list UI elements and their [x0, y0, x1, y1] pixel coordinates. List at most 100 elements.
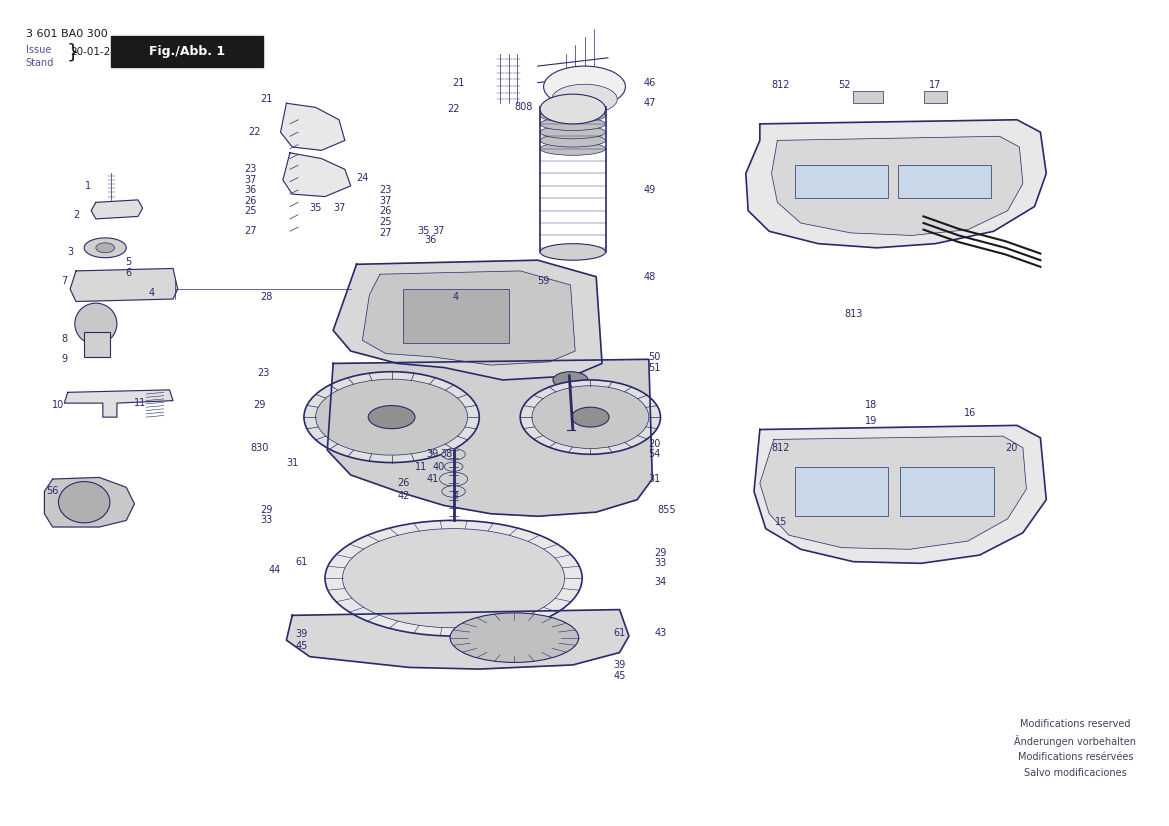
- Polygon shape: [44, 477, 134, 527]
- Text: Salvo modificaciones: Salvo modificaciones: [1024, 768, 1127, 778]
- Text: 10: 10: [53, 400, 64, 410]
- Text: 46: 46: [644, 78, 656, 88]
- Text: 2: 2: [72, 210, 79, 220]
- Text: 36: 36: [424, 235, 436, 244]
- Text: 39: 39: [427, 449, 438, 459]
- Text: 24: 24: [357, 173, 368, 183]
- Text: 4: 4: [452, 491, 459, 501]
- Text: 5: 5: [125, 257, 132, 267]
- Text: 36: 36: [244, 185, 256, 195]
- Polygon shape: [333, 260, 602, 380]
- Ellipse shape: [540, 142, 606, 155]
- Text: 8: 8: [61, 334, 68, 344]
- Polygon shape: [64, 390, 173, 417]
- Ellipse shape: [540, 244, 606, 260]
- Text: 37: 37: [333, 203, 345, 213]
- Text: 61: 61: [296, 557, 307, 567]
- Text: 39: 39: [614, 660, 625, 670]
- Text: Modifications reserved: Modifications reserved: [1021, 719, 1130, 729]
- Text: 28: 28: [261, 292, 272, 302]
- Text: 21: 21: [452, 78, 464, 88]
- Text: 27: 27: [244, 226, 256, 236]
- Text: 54: 54: [649, 449, 660, 459]
- Text: 33: 33: [655, 558, 666, 568]
- Text: Modifications resérvées: Modifications resérvées: [1018, 752, 1133, 762]
- Text: 20-01-22: 20-01-22: [70, 47, 117, 57]
- Ellipse shape: [553, 425, 588, 442]
- Text: 56: 56: [47, 487, 58, 496]
- Text: 49: 49: [644, 185, 656, 195]
- Text: 20: 20: [649, 439, 660, 449]
- Text: 31: 31: [649, 474, 660, 484]
- Polygon shape: [281, 103, 345, 150]
- Ellipse shape: [450, 613, 579, 662]
- Text: 52: 52: [838, 80, 850, 90]
- Polygon shape: [362, 271, 575, 365]
- Text: 35: 35: [310, 203, 321, 213]
- Ellipse shape: [553, 372, 588, 388]
- Text: 7: 7: [61, 276, 68, 286]
- Text: 26: 26: [397, 478, 409, 488]
- FancyBboxPatch shape: [111, 36, 263, 67]
- Text: 45: 45: [296, 641, 307, 651]
- Text: 50: 50: [649, 352, 660, 362]
- Ellipse shape: [520, 380, 660, 454]
- Text: 4: 4: [148, 288, 155, 298]
- Text: 23: 23: [244, 164, 256, 174]
- Text: 59: 59: [538, 276, 549, 286]
- Text: 27: 27: [380, 228, 392, 238]
- Ellipse shape: [540, 109, 606, 122]
- Text: 3: 3: [67, 247, 74, 257]
- Text: 813: 813: [844, 309, 863, 319]
- Text: 37: 37: [433, 226, 444, 236]
- Text: 812: 812: [772, 443, 790, 453]
- Ellipse shape: [552, 84, 617, 114]
- Text: 26: 26: [380, 206, 392, 216]
- Ellipse shape: [444, 462, 463, 472]
- Text: 23: 23: [380, 185, 392, 195]
- Polygon shape: [283, 153, 351, 197]
- Text: 19: 19: [865, 416, 877, 426]
- Polygon shape: [70, 268, 178, 301]
- Bar: [403, 289, 509, 343]
- Text: 37: 37: [244, 175, 256, 185]
- Polygon shape: [91, 200, 143, 219]
- Text: 29: 29: [261, 506, 272, 515]
- Ellipse shape: [532, 386, 649, 449]
- Text: 44: 44: [269, 565, 281, 575]
- Text: 61: 61: [614, 628, 625, 638]
- Text: 47: 47: [644, 98, 656, 108]
- Ellipse shape: [343, 529, 565, 628]
- Bar: [900, 467, 994, 516]
- Ellipse shape: [304, 372, 479, 463]
- Bar: [84, 332, 110, 357]
- Text: 812: 812: [772, 80, 790, 90]
- Text: 35: 35: [417, 226, 429, 236]
- Polygon shape: [772, 136, 1023, 235]
- Bar: [924, 91, 947, 103]
- Text: 3 601 BA0 300: 3 601 BA0 300: [26, 29, 108, 39]
- Ellipse shape: [442, 486, 465, 497]
- Text: }: }: [67, 42, 79, 62]
- Text: 808: 808: [514, 102, 533, 112]
- Polygon shape: [286, 610, 629, 669]
- Text: Stand: Stand: [26, 58, 54, 68]
- Text: 31: 31: [286, 458, 298, 468]
- Ellipse shape: [572, 407, 609, 427]
- Ellipse shape: [84, 238, 126, 258]
- Text: 45: 45: [614, 671, 625, 681]
- Text: 22: 22: [448, 104, 459, 114]
- Ellipse shape: [540, 94, 606, 124]
- Text: 48: 48: [644, 272, 656, 282]
- Text: 21: 21: [261, 94, 272, 104]
- Bar: [795, 165, 888, 198]
- Text: 18: 18: [865, 400, 877, 410]
- Ellipse shape: [316, 379, 468, 455]
- Text: 26: 26: [244, 196, 256, 206]
- Text: 34: 34: [655, 577, 666, 587]
- Text: 40: 40: [433, 462, 444, 472]
- Ellipse shape: [540, 134, 606, 147]
- Bar: [853, 91, 883, 103]
- Text: 25: 25: [380, 217, 392, 227]
- Ellipse shape: [544, 66, 625, 107]
